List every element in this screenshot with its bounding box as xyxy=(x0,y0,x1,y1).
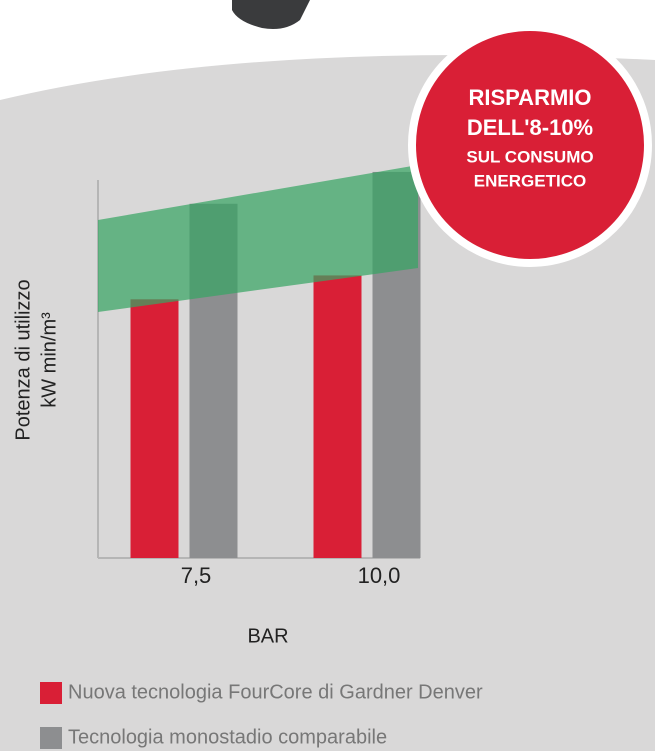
y-axis-label: kW min/m³ xyxy=(38,312,60,408)
x-tick-label: 10,0 xyxy=(358,563,401,588)
legend-swatch xyxy=(40,682,62,704)
legend-label: Nuova tecnologia FourCore di Gardner Den… xyxy=(68,681,483,703)
bar xyxy=(314,275,362,558)
x-axis-label: BAR xyxy=(247,625,288,647)
x-tick-label: 7,5 xyxy=(181,563,212,588)
bar xyxy=(131,299,179,558)
badge-text: RISPARMIO xyxy=(468,85,591,110)
y-axis-label: Potenza di utilizzo xyxy=(12,279,34,440)
legend-swatch xyxy=(40,727,62,749)
badge-text: SUL CONSUMO xyxy=(466,147,593,166)
badge xyxy=(412,27,648,263)
badge-text: DELL'8-10% xyxy=(467,115,593,140)
chart: RISPARMIO DELL'8-10% SUL CONSUMO ENERGET… xyxy=(0,0,655,751)
legend-label: Tecnologia monostadio comparabile xyxy=(68,726,387,748)
badge-text: ENERGETICO xyxy=(474,171,586,190)
